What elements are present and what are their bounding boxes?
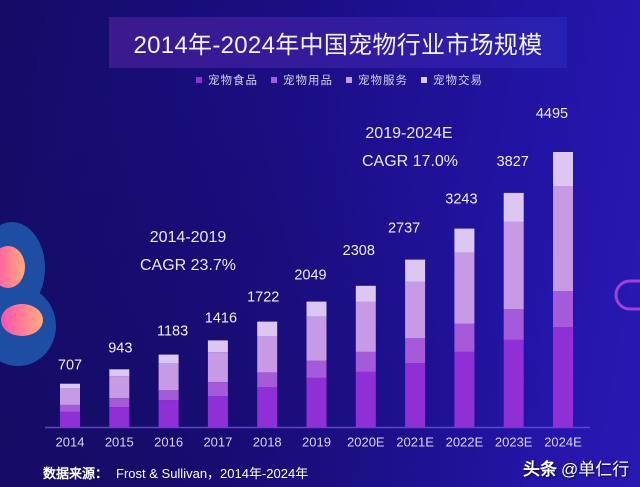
bar-segment-supplies-2016 xyxy=(158,390,179,401)
bar-segment-supplies-2023E xyxy=(503,308,524,340)
decor-pill-outline xyxy=(614,279,640,311)
x-tick-label-2022E: 2022E xyxy=(446,435,484,450)
total-label-2017: 1416 xyxy=(205,310,237,326)
bar-segment-supplies-2015 xyxy=(109,398,130,408)
decor-petal-bottom xyxy=(1,304,43,336)
x-tick-label-2015: 2015 xyxy=(105,435,134,450)
bar-segment-food-2014 xyxy=(60,411,80,427)
x-tick-label-2019: 2019 xyxy=(302,435,331,450)
left-decoration xyxy=(0,222,56,366)
bar-segment-services-2017 xyxy=(207,352,228,383)
x-tick-label-2017: 2017 xyxy=(203,435,232,450)
total-label-2016: 1183 xyxy=(157,324,188,340)
cagr-period-2: 2019-2024E xyxy=(365,125,453,142)
cagr-period-1: 2014-2019 xyxy=(149,229,227,246)
bar-segment-food-2017 xyxy=(207,396,228,427)
total-label-2023E: 3827 xyxy=(497,154,529,170)
labels-layer: 707 2014 943 2015 1183 2016 1416 2017 1722 2018 20… xyxy=(56,106,583,450)
bar-segment-trade-2024E xyxy=(553,152,573,186)
legend-item-supplies: 宠物用品 xyxy=(271,72,333,88)
bar-segment-services-2015 xyxy=(109,376,130,399)
legend-label-food: 宠物食品 xyxy=(208,75,258,87)
bar-segment-food-2023E xyxy=(503,339,524,427)
title-banner: 2014年-2024年中国宠物行业市场规模 xyxy=(109,17,567,68)
bar-segment-food-2015 xyxy=(109,407,130,427)
data-source: 数据来源： Frost & Sullivan，2014年-2024年 xyxy=(43,463,308,482)
bar-segment-services-2016 xyxy=(158,363,179,391)
total-label-2015: 943 xyxy=(108,340,132,356)
legend-swatch-services xyxy=(346,77,352,83)
bar-segment-supplies-2021E xyxy=(405,338,426,364)
bar-segment-food-2018 xyxy=(257,387,278,427)
total-label-2019: 2049 xyxy=(294,268,326,284)
bar-segment-services-2019 xyxy=(306,316,327,361)
source-value: Frost & Sullivan，2014年-2024年 xyxy=(116,466,309,481)
bar-segment-services-2014 xyxy=(60,388,80,405)
watermark-handle: @单仁行 xyxy=(561,460,630,479)
total-label-2018: 1722 xyxy=(247,290,279,306)
bar-segment-trade-2018 xyxy=(257,321,278,337)
x-tick-label-2023E: 2023E xyxy=(495,435,533,450)
x-tick-label-2018: 2018 xyxy=(253,435,282,450)
legend-item-trade: 宠物交易 xyxy=(421,72,483,88)
bar-segment-food-2016 xyxy=(158,400,179,427)
x-tick-label-2014: 2014 xyxy=(56,435,85,450)
total-label-2014: 707 xyxy=(58,358,82,374)
watermark-brand: 头条 xyxy=(523,460,557,479)
bar-segment-trade-2015 xyxy=(109,369,130,377)
bar-segment-services-2020E xyxy=(355,301,376,352)
decor-petal-top xyxy=(0,246,25,288)
legend-item-food: 宠物食品 xyxy=(196,72,258,88)
bar-segment-trade-2021E xyxy=(405,259,426,282)
cagr-value-2: CAGR 17.0% xyxy=(361,153,459,170)
legend-swatch-trade xyxy=(421,77,427,83)
bar-segment-services-2022E xyxy=(454,252,475,324)
bar-segment-services-2023E xyxy=(503,221,524,309)
bar-segment-food-2021E xyxy=(405,363,426,427)
bar-segment-trade-2023E xyxy=(503,192,524,222)
bar-segment-supplies-2014 xyxy=(60,404,80,412)
legend-label-supplies: 宠物用品 xyxy=(283,75,333,87)
bar-segment-supplies-2020E xyxy=(355,351,376,372)
bar-segment-trade-2014 xyxy=(60,383,80,389)
total-label-2022E: 3243 xyxy=(445,192,477,208)
bars-layer xyxy=(60,152,573,427)
total-label-2020E: 2308 xyxy=(343,243,375,259)
x-tick-label-2021E: 2021E xyxy=(396,435,434,450)
legend-swatch-supplies xyxy=(271,77,277,83)
chart-legend: 宠物食品 宠物用品 宠物服务 宠物交易 xyxy=(196,72,496,88)
bar-segment-trade-2017 xyxy=(207,340,228,353)
bar-segment-trade-2016 xyxy=(158,354,179,364)
bar-segment-services-2018 xyxy=(257,336,278,373)
bar-segment-food-2022E xyxy=(454,351,475,427)
bar-segment-food-2020E xyxy=(355,371,376,427)
bar-segment-trade-2019 xyxy=(306,301,327,317)
bar-segment-supplies-2024E xyxy=(553,291,573,327)
legend-label-trade: 宠物交易 xyxy=(433,75,483,87)
cagr-value-1: CAGR 23.7% xyxy=(139,257,237,274)
watermark: 头条 @单仁行 xyxy=(523,455,629,480)
bar-segment-supplies-2018 xyxy=(257,372,278,388)
bar-segment-services-2021E xyxy=(405,281,426,339)
legend-swatch-food xyxy=(196,77,202,83)
source-label: 数据来源： xyxy=(43,466,109,481)
x-tick-label-2020E: 2020E xyxy=(347,435,385,450)
bar-segment-trade-2022E xyxy=(454,228,475,253)
bar-segment-supplies-2022E xyxy=(454,323,475,352)
bar-segment-supplies-2019 xyxy=(306,360,327,378)
bar-segment-food-2019 xyxy=(306,377,327,427)
legend-label-services: 宠物服务 xyxy=(358,75,408,87)
bar-segment-trade-2020E xyxy=(355,285,376,302)
total-label-2021E: 2737 xyxy=(388,221,420,237)
x-tick-label-2016: 2016 xyxy=(154,435,183,450)
bar-segment-services-2024E xyxy=(553,186,573,291)
bar-segment-food-2024E xyxy=(553,327,573,427)
x-tick-label-2024E: 2024E xyxy=(544,435,582,450)
right-decoration xyxy=(614,279,640,311)
legend-item-services: 宠物服务 xyxy=(346,72,408,88)
chart-title: 2014年-2024年中国宠物行业市场规模 xyxy=(133,32,543,59)
bar-segment-supplies-2017 xyxy=(207,382,228,397)
total-label-2024E: 4495 xyxy=(536,106,568,122)
